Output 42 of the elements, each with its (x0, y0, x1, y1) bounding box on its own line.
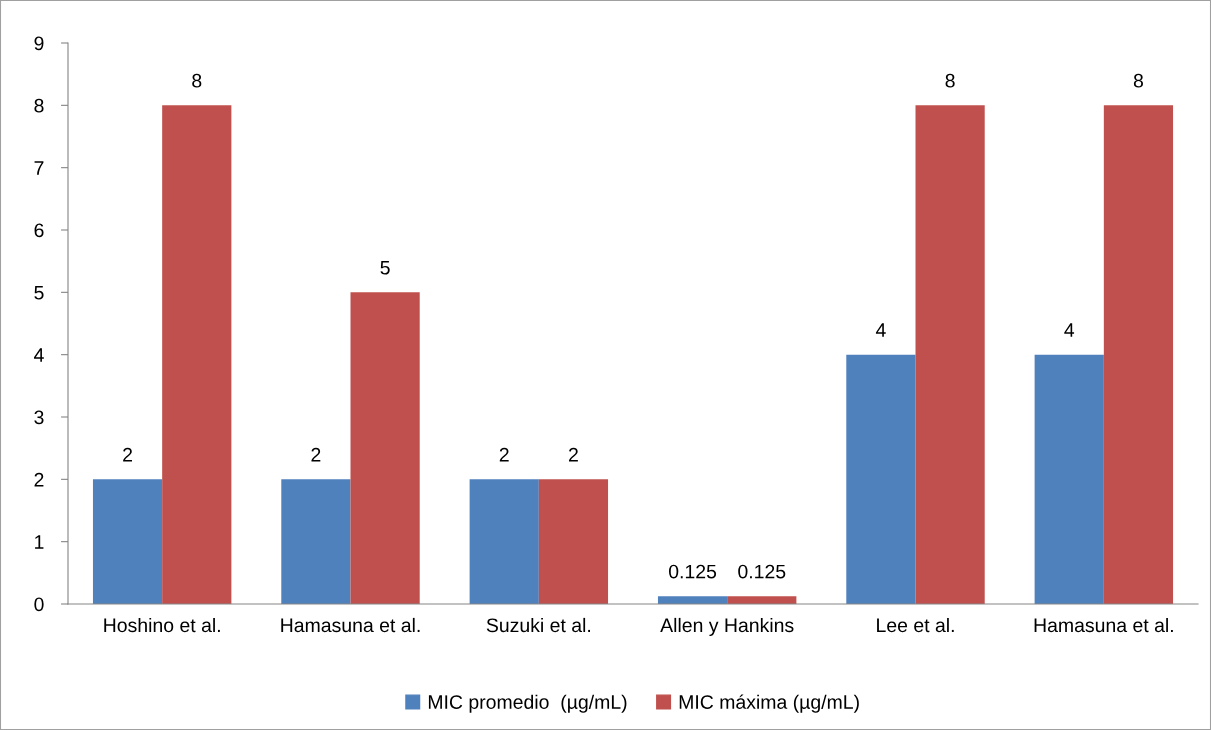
y-tick-label: 6 (34, 223, 44, 238)
data-label: 2 (311, 447, 321, 462)
data-label: 4 (875, 323, 886, 337)
x-tick-label: Lee et al. (877, 617, 954, 633)
bar (727, 596, 797, 604)
y-tick-label: 2 (34, 472, 44, 487)
bar (915, 105, 985, 604)
y-tick-label: 0 (34, 597, 44, 612)
data-label: 8 (1133, 73, 1143, 88)
bar (469, 479, 539, 604)
y-tick-label: 7 (34, 161, 44, 175)
data-label: 0.125 (668, 564, 717, 579)
data-label: 2 (499, 447, 509, 462)
data-label: 2 (123, 447, 132, 462)
legend-label: MIC promedio (µg/mL) (428, 694, 627, 713)
bar (538, 479, 609, 604)
y-tick-label: 3 (34, 410, 44, 425)
bar (657, 596, 728, 604)
y-tick-label: 9 (34, 36, 44, 51)
y-tick-label: 5 (34, 286, 44, 300)
data-label: 8 (945, 73, 955, 88)
x-tick-label: Allen y Hankins (660, 617, 794, 637)
legend-label: MIC máxima (µg/mL) (679, 694, 859, 713)
bar (846, 354, 916, 604)
y-tick-label: 4 (34, 348, 44, 362)
data-label: 4 (1064, 323, 1075, 337)
data-label: 0.125 (738, 564, 786, 579)
bar (92, 479, 163, 604)
bar (350, 292, 420, 604)
bar (162, 105, 232, 604)
data-label: 5 (380, 261, 390, 275)
y-tick-label: 8 (34, 98, 44, 113)
data-label: 8 (192, 73, 202, 88)
x-tick-label: Suzuki et al. (486, 617, 591, 633)
data-label: 2 (569, 447, 578, 462)
bar (281, 479, 351, 604)
x-tick-label: Hamasuna et al. (1034, 617, 1173, 633)
x-tick-label: Hoshino et al. (104, 617, 220, 633)
x-tick-label: Hamasuna et al. (281, 617, 420, 633)
y-tick-label: 1 (35, 535, 44, 549)
bar (1034, 354, 1104, 604)
bar (1103, 105, 1174, 604)
